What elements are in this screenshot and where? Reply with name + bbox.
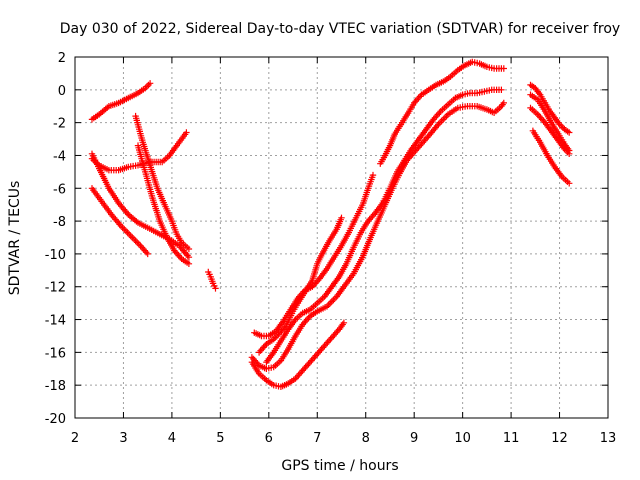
y-tick-label: 0: [58, 84, 66, 99]
plot-frame: [74, 56, 609, 419]
data-point: [185, 245, 193, 253]
grid: [75, 57, 608, 418]
series-arc-4: [88, 185, 151, 258]
data-point: [500, 65, 507, 72]
y-tick-label: -2: [53, 117, 66, 132]
series-arc-17: [529, 127, 573, 187]
data-point: [185, 254, 193, 261]
data-point: [146, 80, 154, 87]
data-point: [340, 319, 348, 326]
y-tick-label: -18: [45, 379, 66, 394]
series-arc-10: [248, 99, 507, 372]
series-arc-2: [88, 129, 190, 174]
y-tick-label: -4: [53, 149, 66, 164]
x-tick-label: 5: [216, 431, 224, 446]
x-tick-label: 4: [168, 431, 176, 446]
data-point: [369, 171, 377, 179]
data-point: [566, 147, 573, 154]
x-tick-label: 8: [362, 431, 370, 446]
axis-ticks: 2 3 4 5 6 7 8 9 10 11 12 13-20-18-16-14-12-10-8-6-4…: [45, 51, 617, 446]
y-tick-label: -16: [45, 346, 66, 361]
series-arc-6: [134, 142, 193, 267]
y-tick-label: -8: [53, 215, 66, 230]
data-point: [566, 180, 573, 187]
data-point: [212, 285, 219, 292]
data-point: [338, 214, 345, 221]
y-tick-label: -10: [45, 248, 66, 263]
series-arc-11: [248, 319, 348, 390]
x-tick-label: 12: [551, 431, 568, 446]
series-arc-13: [377, 58, 507, 167]
data-point: [185, 260, 193, 267]
y-tick-label: -20: [45, 412, 66, 427]
series-arc-7: [205, 268, 219, 292]
x-axis-label: GPS time / hours: [281, 458, 398, 474]
series-arc-16: [527, 91, 573, 154]
data-point: [144, 250, 151, 258]
x-tick-label: 9: [410, 431, 418, 446]
y-axis-label: SDTVAR / TECUs: [7, 181, 23, 296]
y-tick-label: -6: [53, 182, 66, 197]
x-tick-label: 7: [313, 431, 321, 446]
x-tick-label: 2: [71, 431, 79, 446]
data-point: [500, 99, 507, 107]
data-point: [498, 86, 505, 93]
data-point: [183, 129, 190, 136]
data-point: [566, 129, 573, 136]
y-tick-label: -12: [45, 281, 66, 296]
series-arc-12: [263, 86, 505, 366]
y-tick-label: -14: [45, 314, 66, 329]
series-arc-5: [132, 112, 193, 253]
x-tick-label: 10: [454, 431, 471, 446]
x-tick-label: 11: [503, 431, 520, 446]
x-tick-label: 6: [265, 431, 273, 446]
data-series: [88, 58, 573, 390]
series-arc-1: [88, 80, 154, 123]
series-line: [265, 89, 502, 363]
x-tick-label: 3: [119, 431, 127, 446]
x-tick-label: 13: [600, 431, 617, 446]
y-tick-label: 2: [58, 51, 66, 66]
series-arc-9: [255, 214, 345, 356]
chart-title: Day 030 of 2022, Sidereal Day-to-day VTE…: [60, 21, 620, 37]
